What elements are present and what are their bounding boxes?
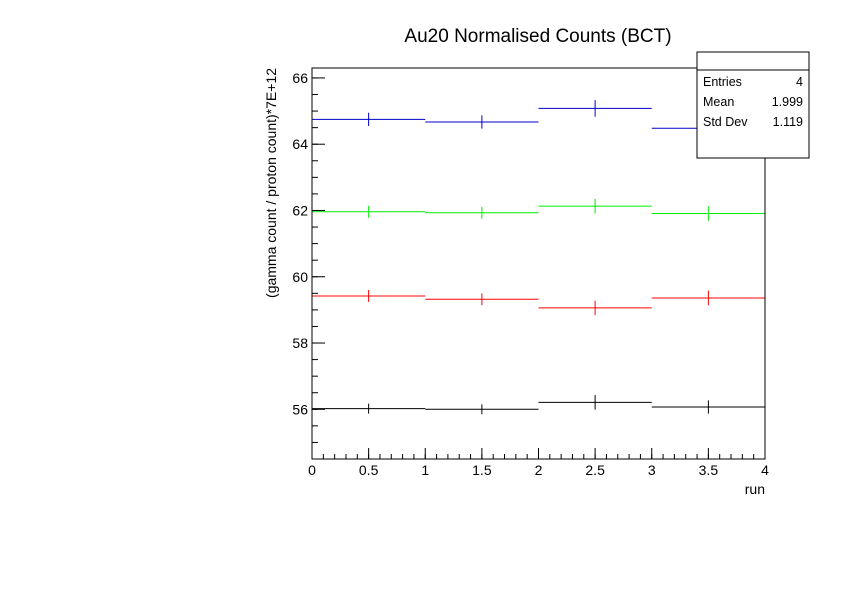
x-tick-label: 1.5 <box>472 462 492 478</box>
x-tick-label: 3 <box>648 462 656 478</box>
y-axis-title: (gamma count / proton count)*7E+12 <box>263 68 279 298</box>
x-axis-title: run <box>745 481 765 497</box>
plot-frame <box>311 67 766 460</box>
x-tick-label: 2.5 <box>585 462 605 478</box>
stats-std-label: Std Dev <box>703 115 748 129</box>
stats-mean-label: Mean <box>703 95 734 109</box>
y-tick-label: 62 <box>292 202 308 218</box>
x-tick-label: 0.5 <box>359 462 379 478</box>
x-tick-label: 3.5 <box>699 462 719 478</box>
x-tick-label: 1 <box>421 462 429 478</box>
stats-box: Entries 4 Mean 1.999 Std Dev 1.119 <box>696 51 810 159</box>
y-tick-label: 64 <box>292 136 308 152</box>
y-tick-label: 60 <box>292 269 308 285</box>
stats-entries-value: 4 <box>796 75 803 89</box>
y-tick-label: 58 <box>292 335 308 351</box>
x-tick-label: 0 <box>308 462 316 478</box>
y-tick-label: 56 <box>292 401 308 417</box>
x-tick-label: 4 <box>761 462 769 478</box>
stats-mean-value: 1.999 <box>772 95 803 109</box>
plot-area: 0 0.5 1 1.5 2 2.5 3 3.5 4 56 58 60 62 64 66 <box>292 70 769 478</box>
x-tick-label: 2 <box>535 462 543 478</box>
chart-title: Au20 Normalised Counts (BCT) <box>404 26 671 47</box>
stats-entries-label: Entries <box>703 75 742 89</box>
stats-std-value: 1.119 <box>773 115 803 129</box>
y-tick-label: 66 <box>292 70 308 86</box>
